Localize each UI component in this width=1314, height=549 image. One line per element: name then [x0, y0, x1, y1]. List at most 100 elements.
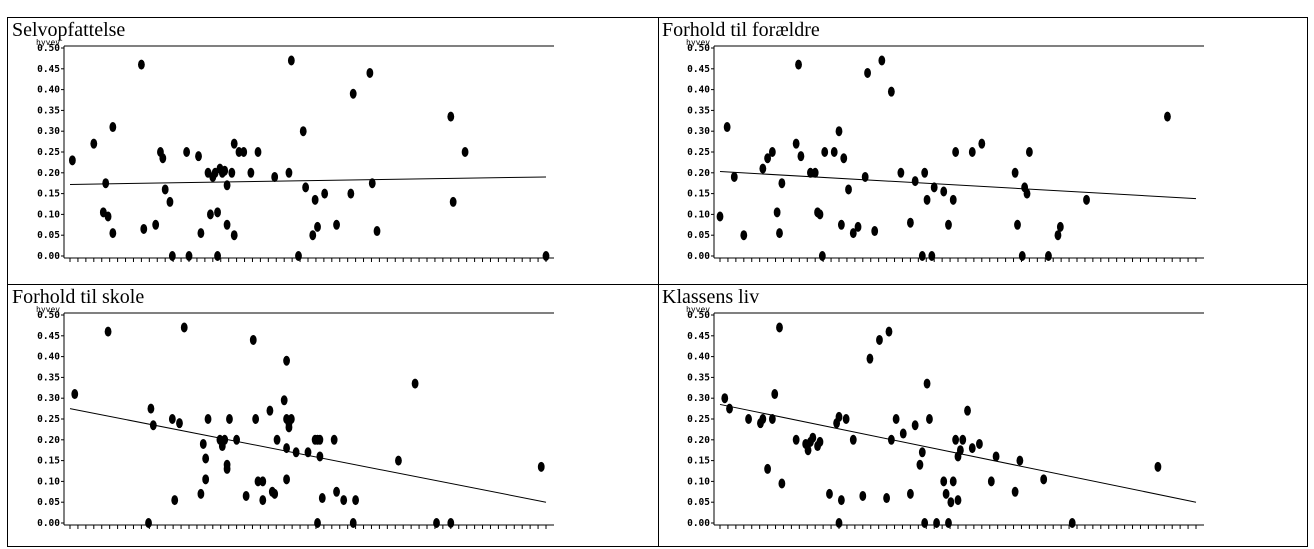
- data-point: [1011, 167, 1019, 178]
- panel-title-forhold-til-skole: Forhold til skole: [12, 286, 145, 308]
- data-point: [447, 111, 455, 122]
- data-point: [411, 378, 419, 389]
- data-point: [759, 163, 767, 174]
- data-point: [835, 411, 843, 422]
- data-point: [892, 414, 900, 424]
- data-point: [352, 495, 359, 506]
- data-point: [185, 251, 193, 261]
- data-point: [885, 326, 893, 337]
- data-point: [776, 322, 783, 333]
- data-point: [876, 334, 883, 345]
- data-point: [90, 138, 98, 149]
- data-point: [202, 453, 210, 464]
- data-point: [221, 434, 229, 445]
- data-point: [395, 455, 402, 466]
- data-point: [849, 228, 857, 239]
- data-point: [283, 355, 290, 366]
- y-tick-label: 0.40: [687, 352, 710, 363]
- data-point: [776, 228, 783, 239]
- y-tick-label: 0.00: [37, 518, 60, 529]
- data-point: [773, 207, 781, 218]
- data-point: [302, 182, 310, 193]
- y-tick-label: 0.35: [687, 372, 710, 383]
- y-tick-label: 0.20: [687, 168, 710, 179]
- y-tick-label: 0.10: [37, 209, 60, 220]
- data-point: [259, 495, 267, 506]
- data-point: [759, 414, 767, 424]
- data-point: [292, 447, 300, 458]
- data-point: [259, 476, 267, 487]
- data-point: [333, 219, 340, 230]
- y-tick-label: 0.40: [37, 85, 60, 96]
- data-point: [1068, 518, 1076, 528]
- data-point: [145, 518, 152, 528]
- data-point: [266, 405, 274, 416]
- data-point: [152, 219, 160, 230]
- data-point: [740, 230, 748, 241]
- data-point: [102, 178, 110, 189]
- data-point: [347, 188, 355, 199]
- data-point: [771, 389, 779, 400]
- data-point: [921, 518, 929, 528]
- data-point: [461, 147, 469, 157]
- data-point: [166, 196, 174, 207]
- data-point: [199, 438, 207, 449]
- data-point: [340, 495, 348, 506]
- y-tick-label: 0.10: [687, 209, 710, 220]
- data-point: [180, 322, 188, 333]
- data-point: [835, 126, 843, 137]
- data-point: [240, 147, 248, 157]
- data-point: [964, 405, 971, 416]
- data-point: [954, 495, 962, 506]
- data-point: [804, 445, 812, 456]
- y-tick-label: 0.10: [687, 476, 710, 487]
- data-point: [104, 211, 112, 222]
- data-point: [373, 226, 381, 237]
- data-point: [254, 476, 262, 487]
- data-point: [204, 414, 212, 424]
- data-point: [433, 518, 440, 528]
- data-point: [285, 167, 293, 178]
- data-point: [318, 493, 326, 504]
- data-point: [197, 228, 205, 239]
- data-point: [940, 476, 948, 487]
- data-point: [809, 432, 817, 443]
- y-tick-label: 0.15: [687, 189, 710, 200]
- data-point: [287, 55, 295, 66]
- y-tick-label: 0.50: [687, 43, 710, 54]
- y-tick-label: 0.15: [687, 456, 710, 467]
- panel-title-klassens-liv: Klassens liv: [662, 286, 760, 308]
- data-point: [104, 326, 112, 337]
- y-tick-label: 0.45: [687, 331, 710, 342]
- data-point: [976, 438, 983, 449]
- data-point: [923, 378, 931, 389]
- data-point: [299, 126, 307, 137]
- data-point: [887, 86, 895, 97]
- data-point: [923, 194, 931, 205]
- data-point: [726, 403, 733, 414]
- data-point: [1054, 230, 1062, 241]
- data-point: [349, 518, 357, 528]
- y-tick-label: 0.15: [37, 456, 60, 467]
- data-point: [930, 182, 938, 193]
- data-point: [228, 167, 236, 178]
- y-tick-label: 0.05: [687, 230, 710, 241]
- data-point: [945, 219, 952, 230]
- data-point: [235, 147, 243, 157]
- data-point: [911, 420, 919, 431]
- data-point: [168, 414, 176, 424]
- data-point: [368, 178, 376, 189]
- data-point: [314, 518, 321, 528]
- data-point: [854, 221, 862, 232]
- data-point: [149, 420, 157, 431]
- y-tick-label: 0.00: [687, 251, 710, 262]
- data-point: [109, 122, 117, 133]
- data-point: [449, 196, 457, 207]
- data-point: [71, 389, 79, 400]
- data-point: [921, 167, 929, 178]
- data-point: [1154, 461, 1162, 472]
- data-point: [897, 167, 905, 178]
- data-point: [316, 451, 324, 462]
- data-point: [333, 486, 340, 497]
- data-point: [304, 447, 312, 458]
